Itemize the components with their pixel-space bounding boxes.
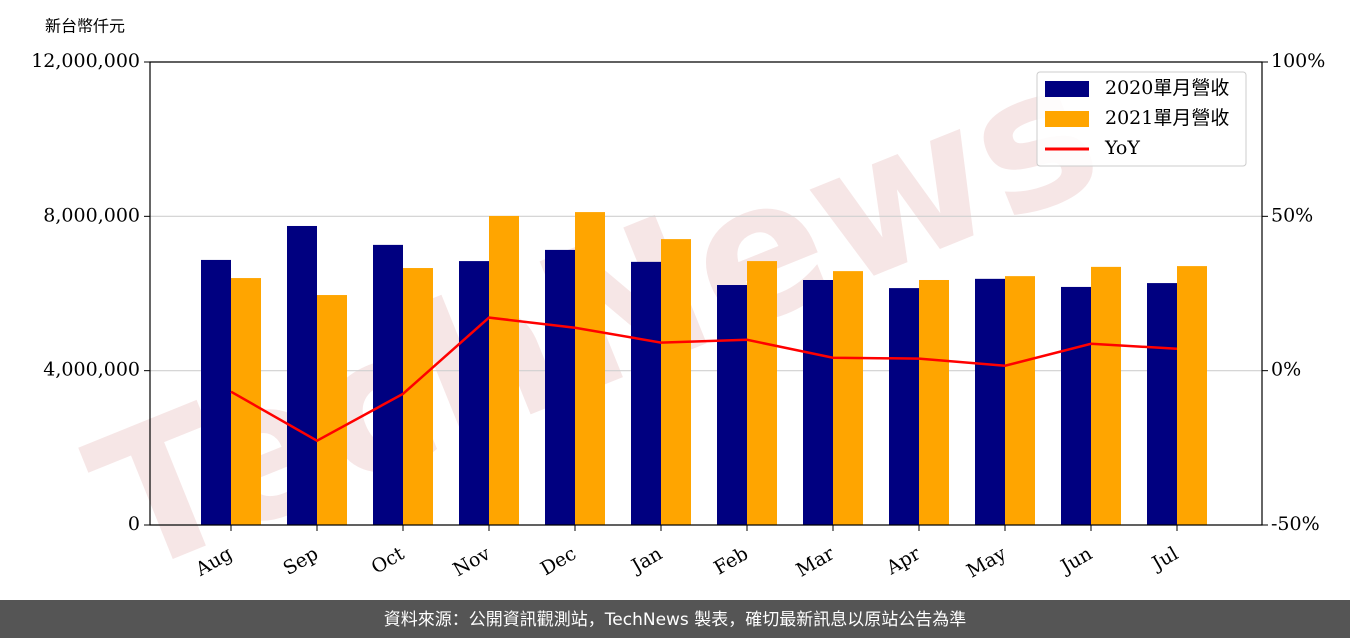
- x-tick-label: Nov: [449, 542, 494, 581]
- bar: [373, 244, 403, 525]
- plot-frame: [149, 61, 1263, 526]
- bar: [1005, 276, 1035, 525]
- bar: [403, 268, 433, 525]
- legend-box: [1036, 71, 1247, 167]
- legend-label: YoY: [1104, 137, 1140, 159]
- y-tick-label: 4,000,000: [43, 359, 140, 381]
- bar: [803, 279, 833, 525]
- legend-label: 2021單月營收: [1105, 107, 1229, 129]
- legend-label: 2020單月營收: [1105, 77, 1229, 99]
- y2-tick-label: 50%: [1271, 204, 1313, 226]
- y2-tick-label: 0%: [1271, 359, 1301, 381]
- x-tick-label: Dec: [537, 543, 580, 581]
- legend-swatch: [1045, 111, 1089, 127]
- bar: [1147, 283, 1177, 525]
- y-tick-label: 12,000,000: [31, 50, 140, 72]
- bar: [1061, 286, 1091, 525]
- bar: [459, 261, 489, 525]
- footer: 資料來源：公開資訊觀測站，TechNews 製表，確切最新訊息以原站公告為準: [384, 610, 966, 630]
- bar: [661, 239, 691, 525]
- bar: [975, 278, 1005, 525]
- bar: [287, 225, 317, 525]
- y-axis-label: 新台幣仟元: [45, 17, 125, 36]
- y-tick-label: 0: [128, 513, 140, 535]
- legend-swatch: [1045, 81, 1089, 97]
- bar: [1177, 266, 1207, 525]
- bar: [833, 271, 863, 525]
- x-tick-label: Jul: [1147, 543, 1182, 576]
- bar: [1091, 266, 1121, 525]
- bar: [717, 285, 747, 525]
- bar: [575, 212, 605, 525]
- bar: [919, 279, 949, 525]
- footer-band: [0, 600, 1350, 638]
- y2-tick-label: -50%: [1271, 513, 1320, 535]
- x-tick-label: Jan: [626, 543, 666, 579]
- bar: [545, 249, 575, 526]
- y2-tick-label: 100%: [1271, 50, 1325, 72]
- x-tick-label: Oct: [368, 542, 409, 578]
- x-tick-label: May: [963, 542, 1010, 582]
- x-tick-label: Mar: [792, 542, 838, 581]
- bar: [889, 288, 919, 525]
- y-tick-label: 8,000,000: [43, 204, 140, 226]
- x-tick-label: Feb: [710, 543, 752, 580]
- bar: [317, 295, 347, 525]
- bar: [747, 261, 777, 525]
- bar: [489, 215, 519, 525]
- x-tick-label: Apr: [882, 542, 925, 579]
- bar: [631, 261, 661, 525]
- yoy-line: [230, 316, 1178, 443]
- bar: [201, 259, 231, 525]
- x-tick-label: Jun: [1055, 543, 1096, 579]
